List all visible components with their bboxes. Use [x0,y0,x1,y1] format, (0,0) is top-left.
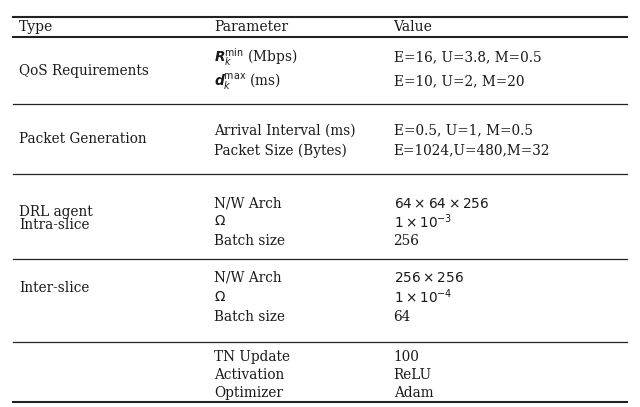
Text: $1 \times 10^{-4}$: $1 \times 10^{-4}$ [394,288,452,306]
Text: TN Update: TN Update [214,350,291,364]
Text: Arrival Interval (ms): Arrival Interval (ms) [214,123,356,137]
Text: Intra-slice: Intra-slice [19,218,90,232]
Text: $\Omega$: $\Omega$ [214,214,227,228]
Text: $1 \times 10^{-3}$: $1 \times 10^{-3}$ [394,212,452,231]
Text: Value: Value [394,20,433,34]
Text: Adam: Adam [394,386,433,400]
Text: Batch size: Batch size [214,234,285,248]
Text: QoS Requirements: QoS Requirements [19,64,149,78]
Text: Activation: Activation [214,368,285,382]
Text: Batch size: Batch size [214,310,285,324]
Text: N/W Arch: N/W Arch [214,197,282,210]
Text: $256 \times 256$: $256 \times 256$ [394,271,463,284]
Text: Type: Type [19,20,54,34]
Text: $\boldsymbol{R}_k^{\mathrm{min}}$ (Mbps): $\boldsymbol{R}_k^{\mathrm{min}}$ (Mbps) [214,46,298,68]
Text: $\Omega$: $\Omega$ [214,290,227,304]
Text: E=10, U=2, M=20: E=10, U=2, M=20 [394,74,524,88]
Text: E=1024,U=480,M=32: E=1024,U=480,M=32 [394,144,550,158]
Text: E=0.5, U=1, M=0.5: E=0.5, U=1, M=0.5 [394,123,532,137]
Text: Parameter: Parameter [214,20,289,34]
Text: E=16, U=3.8, M=0.5: E=16, U=3.8, M=0.5 [394,50,541,64]
Text: Packet Generation: Packet Generation [19,132,147,146]
Text: 100: 100 [394,350,419,364]
Text: DRL agent: DRL agent [19,205,93,219]
Text: Optimizer: Optimizer [214,386,284,400]
Text: 64: 64 [394,310,411,324]
Text: 256: 256 [394,234,419,248]
Text: N/W Arch: N/W Arch [214,271,282,284]
Text: ReLU: ReLU [394,368,432,382]
Text: Packet Size (Bytes): Packet Size (Bytes) [214,143,348,158]
Text: Inter-slice: Inter-slice [19,281,90,295]
Text: $\boldsymbol{d}_k^{\mathrm{max}}$ (ms): $\boldsymbol{d}_k^{\mathrm{max}}$ (ms) [214,71,282,92]
Text: $64 \times 64 \times 256$: $64 \times 64 \times 256$ [394,197,489,210]
